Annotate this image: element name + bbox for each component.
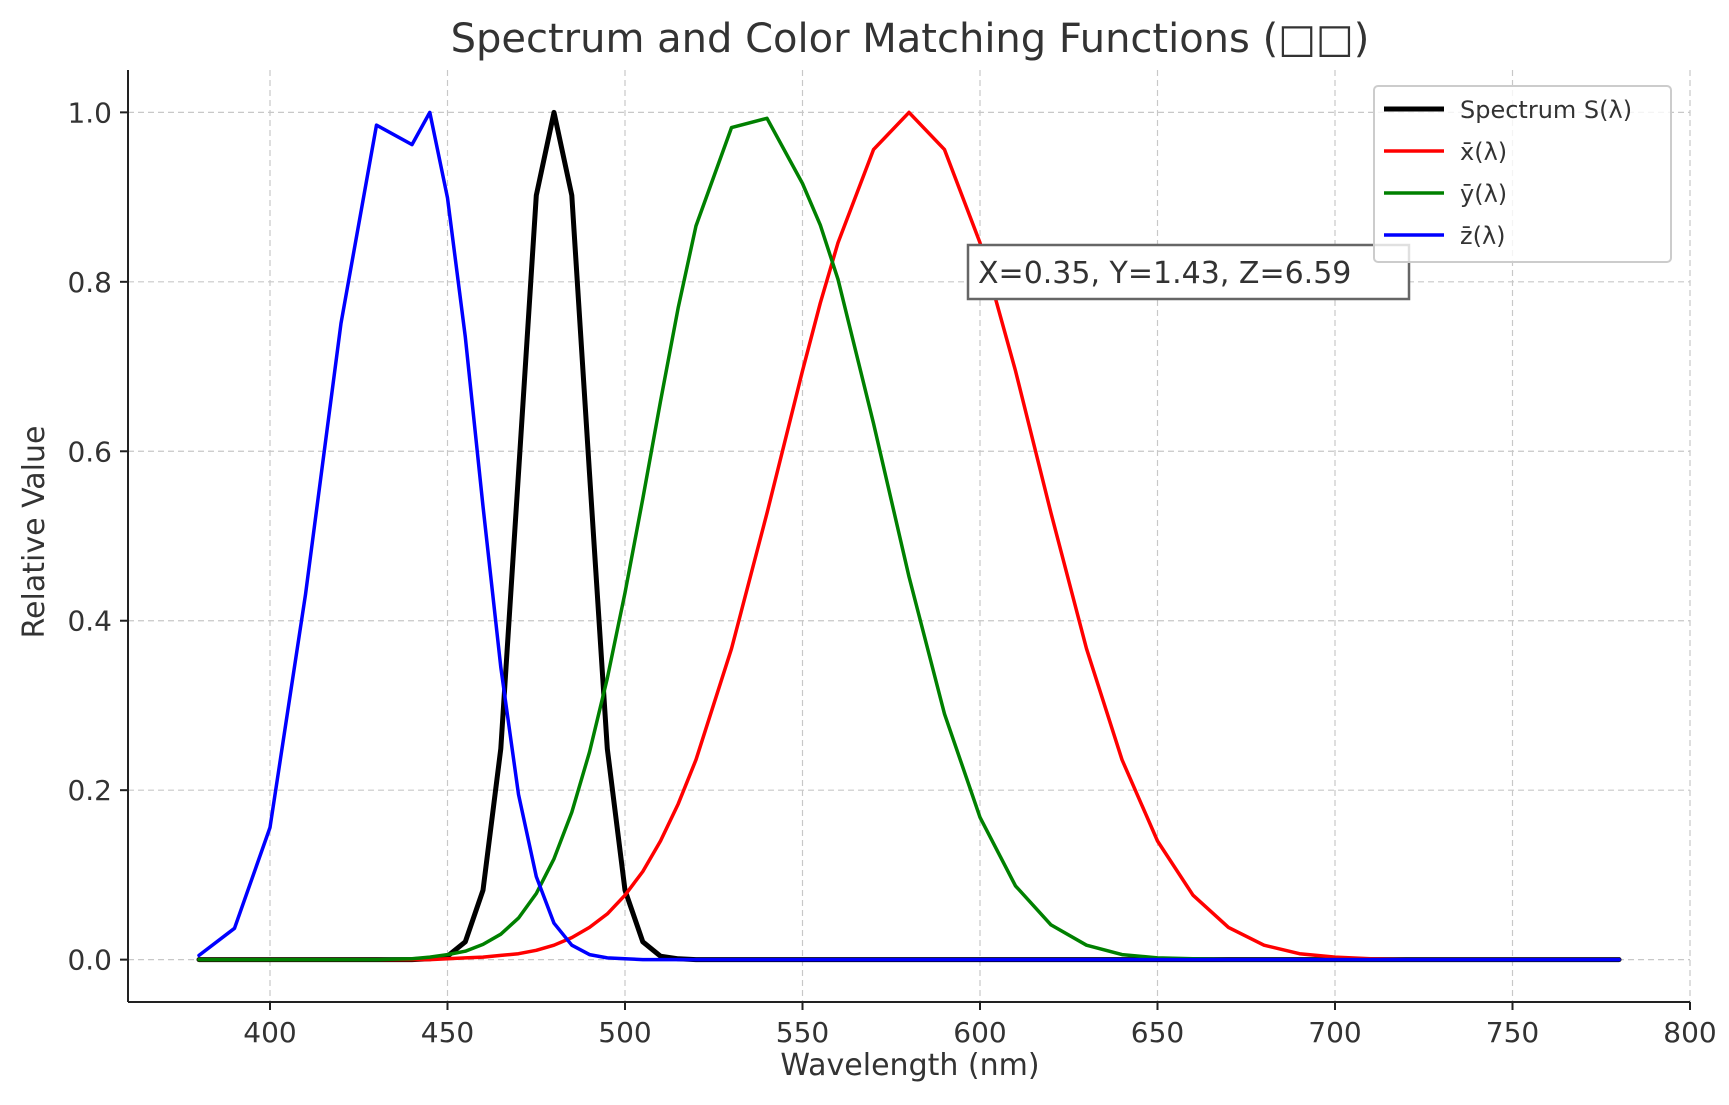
y-axis-label: Relative Value — [17, 426, 52, 639]
annotation-box: X=0.35, Y=1.43, Z=6.59 — [966, 243, 1411, 301]
chart-title: Spectrum and Color Matching Functions (□… — [451, 16, 1370, 62]
ticks-layer: 400 450 500 550 600 650 700 750 800 0.0 0.2 0.4 0.6 0… — [67, 96, 1716, 1049]
y-tick-label: 0.6 — [67, 435, 112, 468]
legend-label: ȳ(λ) — [1460, 180, 1507, 208]
legend: Spectrum S(λ) x̄(λ) ȳ(λ) z̄(λ) — [1373, 85, 1672, 263]
y-tick-label: 0.8 — [67, 266, 112, 299]
grid-layer — [128, 70, 1691, 1002]
legend-label: z̄(λ) — [1460, 222, 1506, 250]
series-line-x-bar — [197, 110, 1621, 962]
series-line-z-bar — [197, 110, 1621, 962]
series-layer — [196, 109, 1622, 963]
y-tick-label: 0.4 — [67, 605, 112, 638]
x-tick-label: 800 — [1663, 1016, 1716, 1049]
legend-frame — [1373, 85, 1672, 263]
annotation-text: X=0.35, Y=1.43, Z=6.59 — [978, 256, 1351, 291]
y-tick-label: 0.2 — [67, 774, 112, 807]
y-tick-label: 0.0 — [67, 944, 112, 977]
x-tick-label: 600 — [953, 1016, 1006, 1049]
x-axis-label: Wavelength (nm) — [780, 1048, 1039, 1083]
y-tick-label: 1.0 — [67, 96, 112, 129]
x-tick-label: 550 — [776, 1016, 829, 1049]
legend-label: Spectrum S(λ) — [1460, 96, 1632, 124]
x-tick-label: 700 — [1308, 1016, 1361, 1049]
x-tick-label: 450 — [421, 1016, 474, 1049]
annotation-frame — [966, 243, 1411, 301]
x-tick-label: 500 — [598, 1016, 651, 1049]
x-tick-label: 650 — [1131, 1016, 1184, 1049]
x-tick-label: 400 — [243, 1016, 296, 1049]
axes-layer — [127, 70, 1690, 1003]
x-tick-label: 750 — [1486, 1016, 1539, 1049]
legend-label: x̄(λ) — [1460, 138, 1507, 166]
